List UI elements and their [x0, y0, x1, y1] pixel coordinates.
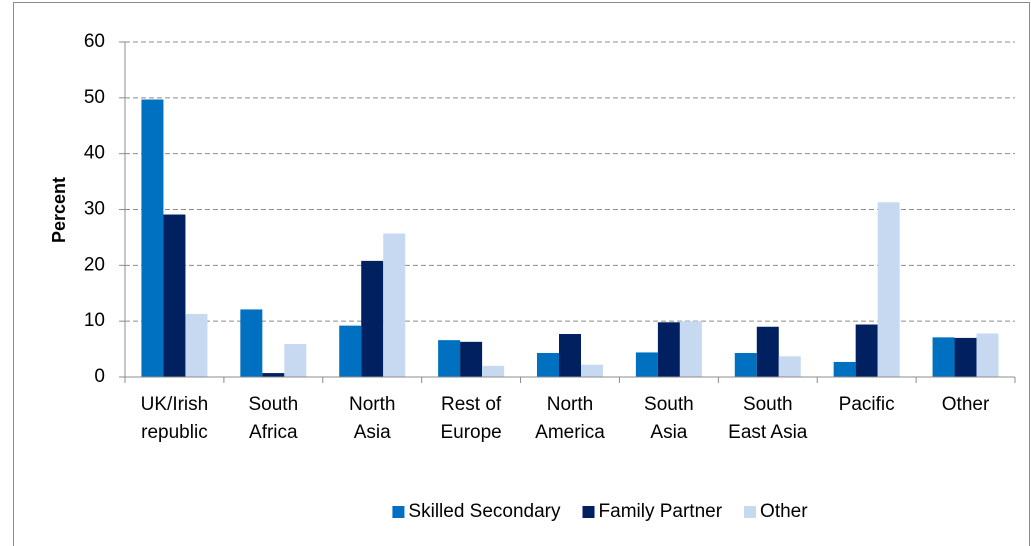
bar — [679, 321, 702, 377]
bar — [537, 352, 559, 377]
bar — [438, 340, 461, 377]
x-tick-label: North Asia — [349, 394, 395, 443]
x-tick-label: Pacific — [839, 394, 895, 415]
legend: Skilled Secondary Family Partner Other — [392, 501, 808, 522]
x-tick-label-line: South — [249, 394, 299, 415]
bar — [734, 352, 757, 377]
bar — [976, 333, 999, 377]
x-tick-label-line: Asia — [650, 422, 687, 443]
x-tick-label-line: UK/Irish — [141, 394, 209, 415]
x-tick-label-line: Europe — [440, 422, 501, 443]
bar — [339, 325, 362, 377]
y-tick-label: 20 — [84, 254, 105, 275]
x-tick-label: North America — [535, 394, 605, 443]
bar — [954, 337, 977, 377]
x-tick-label-line: East Asia — [728, 422, 808, 443]
bar — [284, 344, 307, 377]
bar — [460, 341, 483, 377]
y-tick-label: 40 — [84, 143, 105, 164]
x-tick-label-line: North — [349, 394, 395, 415]
bar — [932, 337, 955, 377]
x-tick-label: South East Asia — [728, 394, 808, 443]
bar — [383, 233, 406, 377]
x-tick-label-line: Africa — [249, 422, 298, 443]
x-tick-label: Other — [942, 394, 990, 415]
y-tick-label: 50 — [84, 87, 105, 108]
bar — [240, 309, 263, 377]
x-tick-label: South Asia — [644, 394, 694, 443]
y-tick-label: 0 — [94, 366, 105, 387]
legend-label: Skilled Secondary — [408, 501, 561, 522]
x-tick-label-line: America — [535, 422, 605, 443]
bar — [855, 324, 878, 377]
x-tick-label: UK/Irish republic — [141, 394, 209, 443]
bar — [756, 326, 779, 377]
x-tick-label: South Africa — [249, 394, 299, 443]
x-tick-label-line: South — [743, 394, 793, 415]
legend-swatch — [582, 506, 595, 518]
bar — [877, 202, 900, 377]
y-tick-label: 60 — [84, 31, 105, 52]
bar — [581, 364, 603, 377]
bar — [833, 361, 856, 377]
bar — [778, 356, 801, 377]
x-tick-label-line: republic — [141, 422, 208, 443]
bar — [482, 365, 505, 377]
bar — [657, 322, 680, 377]
x-tick-label-line: Rest of — [441, 394, 502, 415]
x-tick-label-line: Other — [942, 394, 990, 415]
y-tick-label: 10 — [84, 310, 105, 331]
legend-label: Family Partner — [599, 501, 723, 522]
bar — [635, 352, 658, 377]
y-tick-label: 30 — [84, 199, 105, 220]
bar — [163, 214, 186, 377]
legend-swatch — [392, 506, 405, 518]
bar — [262, 373, 285, 377]
legend-swatch — [744, 506, 757, 518]
x-tick-label: Rest of Europe — [440, 394, 501, 443]
x-tick-label-line: North — [547, 394, 593, 415]
y-axis-label: Percent — [49, 177, 69, 243]
x-tick-label-line: Pacific — [839, 394, 895, 415]
bar — [141, 99, 164, 377]
bar — [185, 313, 208, 377]
bar — [559, 334, 581, 377]
x-tick-label-line: South — [644, 394, 694, 415]
bar — [361, 260, 384, 377]
x-tick-label-line: Asia — [354, 422, 391, 443]
legend-label: Other — [760, 501, 808, 522]
